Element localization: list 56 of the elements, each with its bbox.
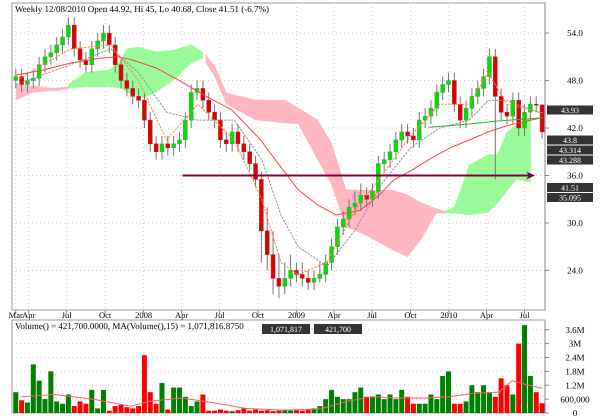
y-tick-label: 0 [572, 408, 578, 416]
bar [165, 410, 170, 413]
bar [364, 396, 370, 413]
candlestick [84, 52, 88, 74]
x-tick-label: Jul [367, 310, 378, 320]
x-tick-label: Apr [480, 310, 494, 320]
text: 41.51 [561, 183, 579, 192]
y-tick-label: 30.0 [567, 218, 584, 228]
candlestick [458, 96, 462, 129]
bar [13, 392, 18, 413]
y-tick-label: 1.2M [565, 380, 585, 390]
candlestick [14, 68, 18, 89]
x-tick-label: 2008 [135, 310, 152, 320]
candlestick [160, 135, 164, 160]
y-tick-label: 1.8M [565, 366, 585, 377]
y-tick-label: 48.0 [567, 76, 584, 86]
y-tick-label: 3M [568, 338, 582, 349]
y-tick-label: 3.6M [565, 324, 585, 335]
x-tick-label: 2010 [440, 310, 458, 320]
y-tick-label: 36.0 [567, 170, 584, 181]
annotation: 421,700 [325, 324, 351, 334]
candlestick [487, 48, 492, 85]
bar [159, 382, 164, 413]
annotation: 1,071,817 [270, 324, 302, 334]
x-tick-label: Oct [404, 310, 418, 320]
x-tick-label: Jul [520, 310, 530, 320]
x-tick-label: Apr [174, 310, 188, 320]
y-tick-label: 54.0 [567, 28, 584, 38]
x-tick-label: Apr [22, 310, 36, 320]
bar [19, 400, 24, 413]
text: 43.288 [559, 156, 581, 165]
y-tick-label: 2.4M [565, 352, 585, 363]
candlestick [294, 262, 299, 283]
x-tick-label: Jul [214, 310, 226, 320]
x-tick-label: 2009 [288, 310, 305, 320]
x-tick-label: Oct [252, 310, 265, 320]
x-tick-label: Oct [99, 310, 112, 320]
x-tick-label: Apr [327, 310, 341, 320]
x-tick-label: Mar [8, 310, 24, 320]
text: 43.8 [563, 136, 577, 145]
chart-title: Weekly 12/08/2010 Open 44.92, Hi 45, Lo 40.68, Close 41.51 (-6.7%) [15, 4, 269, 14]
candlestick [230, 124, 234, 152]
y-tick-label: 42.0 [567, 123, 584, 134]
text: 35.095 [559, 193, 581, 202]
candlestick [452, 72, 457, 113]
line-series [21, 380, 543, 411]
bar [510, 394, 516, 413]
chart-title: Volume() = 421,700.0000, MA(Volume(),15) = 1,071,816.8750 [15, 321, 244, 331]
bar [516, 344, 522, 413]
text: 43.314 [559, 146, 581, 155]
y-tick-label: 600,000 [560, 394, 590, 404]
x-tick-label: Jul [62, 310, 72, 320]
text: 43.93 [561, 106, 579, 115]
candlestick [166, 135, 170, 156]
y-tick-label: 24.0 [567, 266, 584, 276]
candlestick [510, 92, 516, 125]
